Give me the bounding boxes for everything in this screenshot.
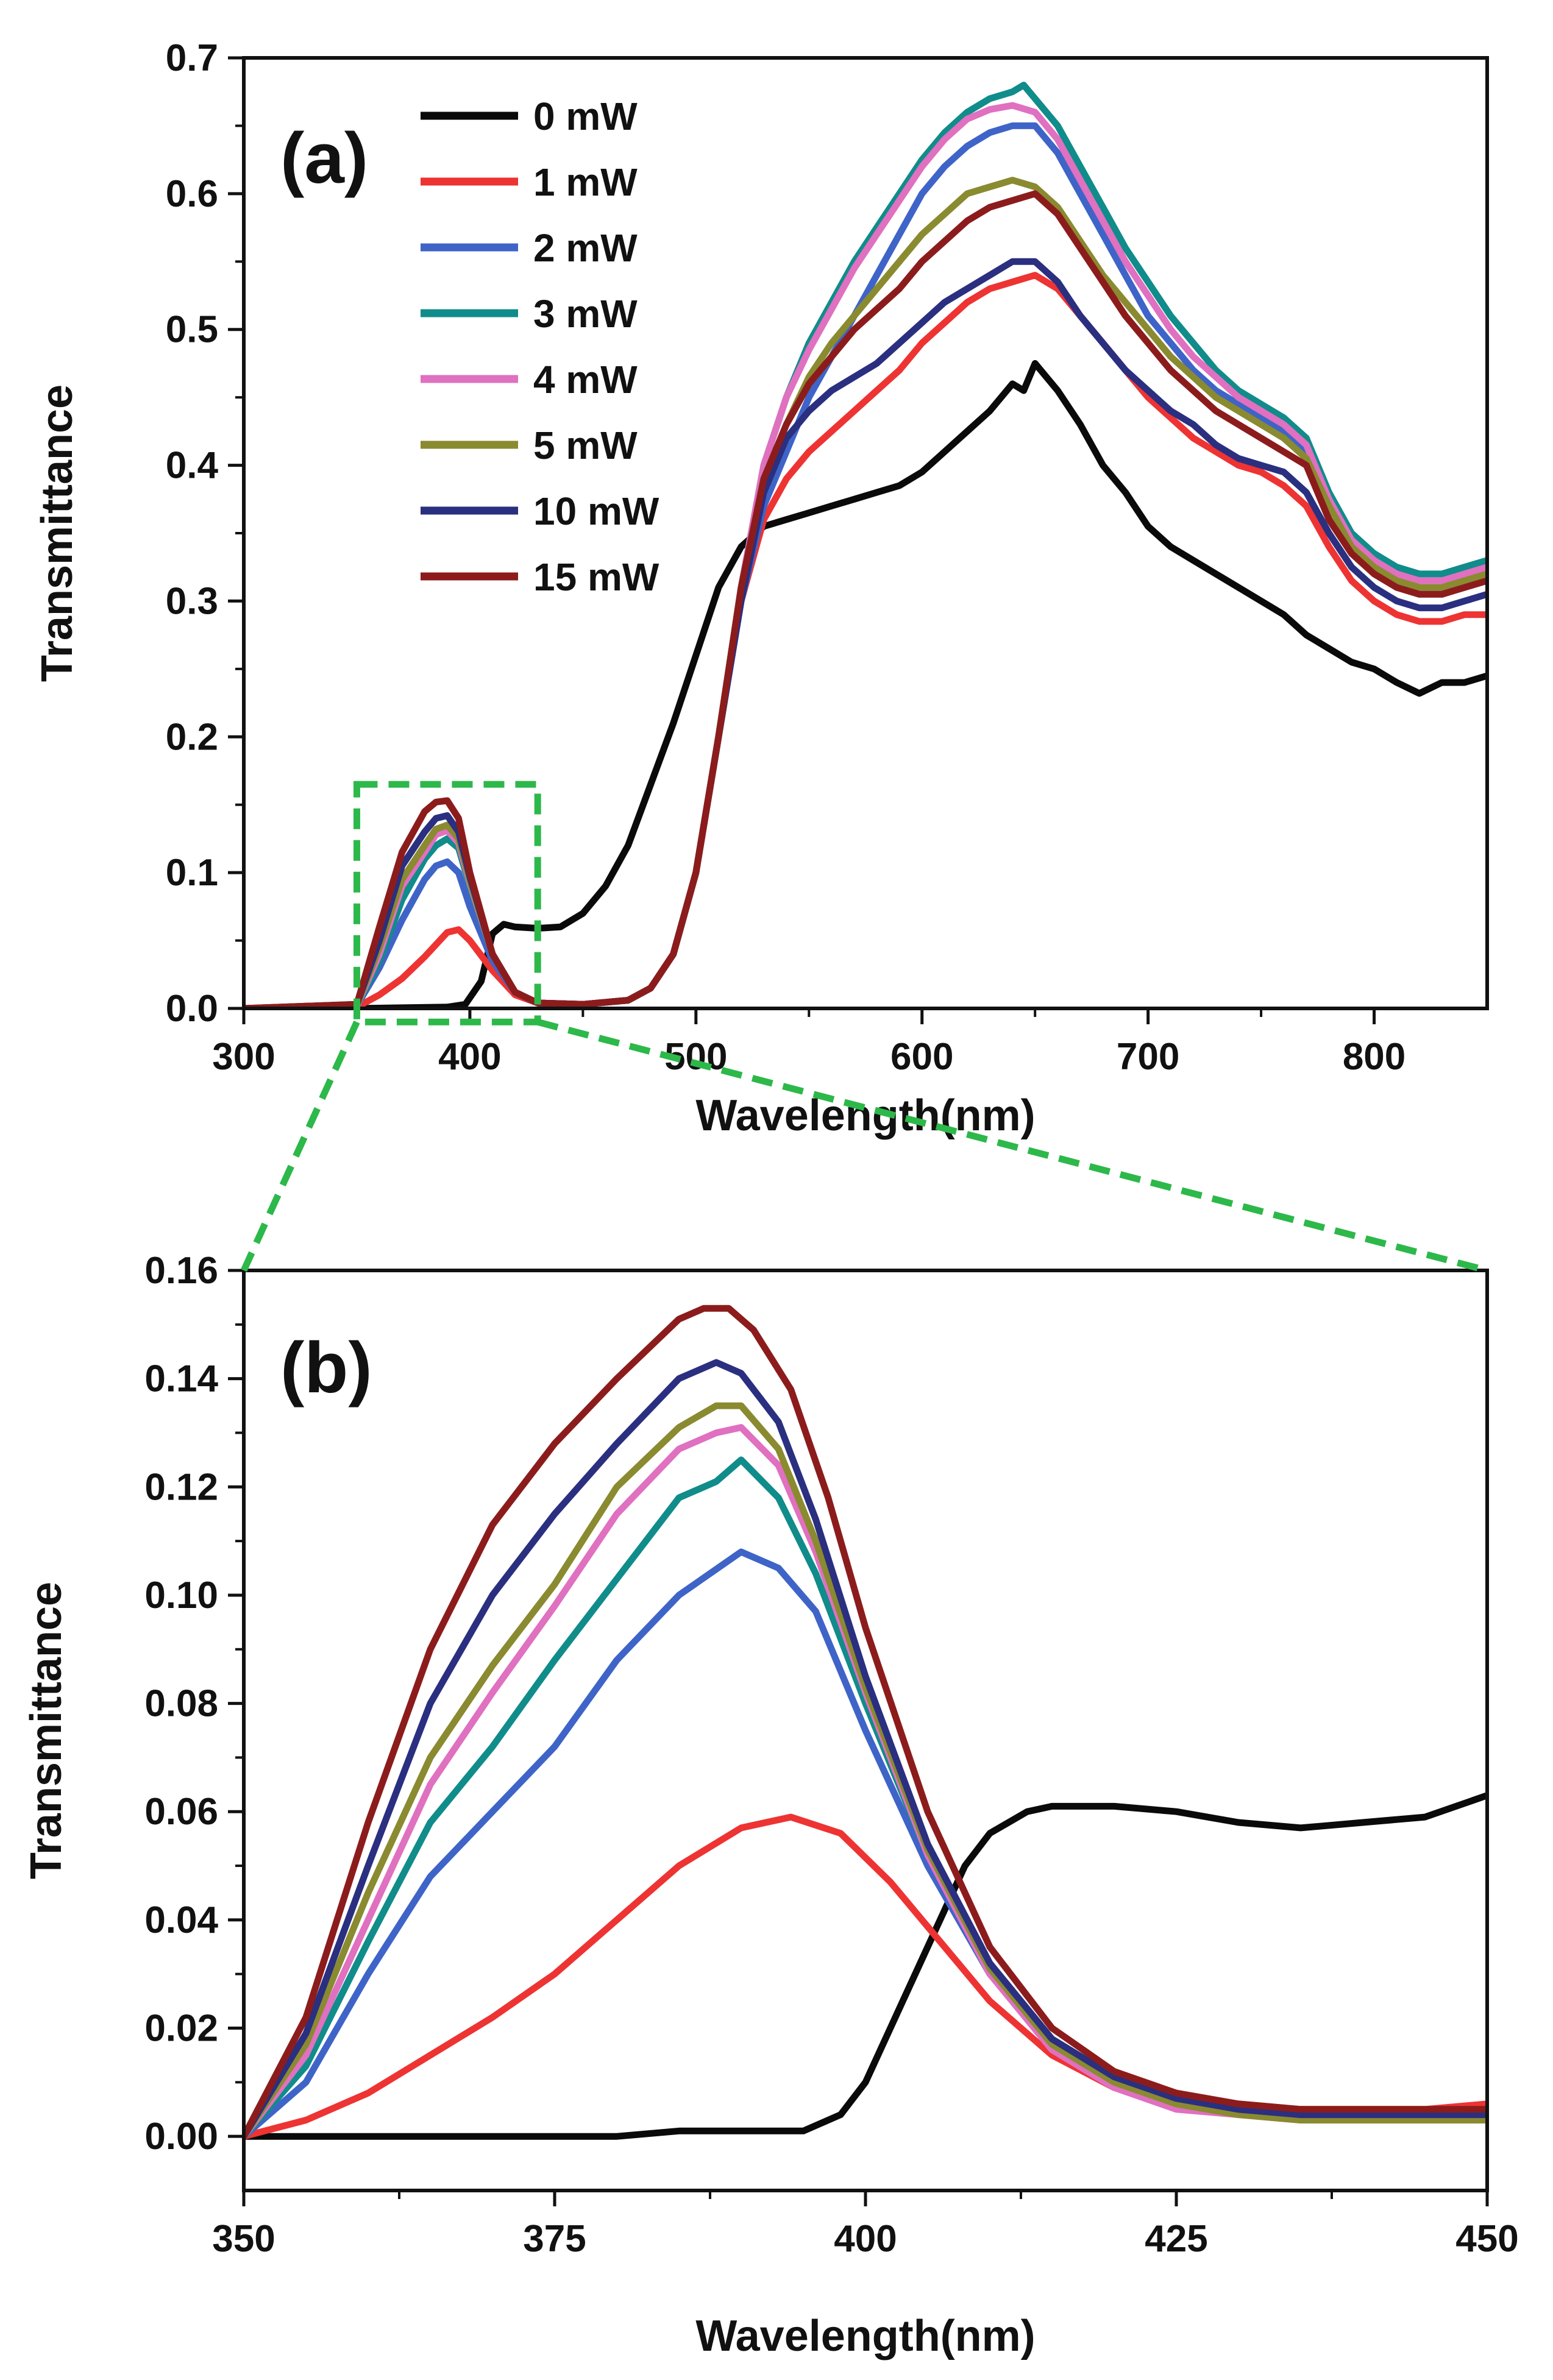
panel-a-x-tick-label: 800 [1343,1036,1406,1078]
panel-b-x-tick-label: 425 [1145,2218,1207,2260]
panel-a-series-group [244,82,1487,1008]
panel-a-y-tick-label: 0.7 [166,37,218,79]
panel-a-y-tick-label: 0.2 [166,716,218,758]
panel-b-series-15-mw [244,1305,1487,2140]
panel-b-y-tick-label: 0.06 [144,1791,218,1833]
zoom-connector-left [240,1021,360,1272]
panel-a-y-tick-label: 0.0 [166,988,218,1030]
panel-a-chart: 300 400 500 600 700 8000.00.10.20.30.40.50.60… [33,37,1489,1140]
panel-b-series-group [244,1305,1487,2140]
legend-label: 5 mW [533,423,638,467]
panel-b-series-4-mw [244,1424,1487,2140]
panel-b-x-tick-label: 350 [212,2218,275,2260]
panel-a-x-tick-label: 400 [438,1036,501,1078]
panel-b-series-3-mw [244,1456,1487,2140]
panel-b-y-tick-label: 0.00 [144,2116,218,2158]
panel-b-y-tick-label: 0.02 [144,2008,218,2050]
panel-a-y-tick-label: 0.3 [166,580,218,622]
panel-a-x-tick-label: 700 [1117,1036,1179,1078]
panel-b-y-tick-label: 0.12 [144,1466,218,1508]
panel-b-y-tick-label: 0.10 [144,1574,218,1617]
panel-a-series-1-mw [244,272,1487,1008]
panel-b-series-5-mw [244,1402,1487,2140]
panel-b-y-axis-title: Transmittance [22,1582,71,1879]
panel-b-x-tick-label: 450 [1455,2218,1518,2260]
panel-b-chart: 350 375 400 425 450 0.00 0.02 0.04 0.06 0.08 0.10 0… [22,1250,1519,2361]
panel-a-series-2-mw [244,122,1487,1008]
legend-label: 2 mW [533,226,638,270]
zoom-box [353,781,541,1025]
panel-b-series-2-mw [244,1548,1487,2140]
legend: 0 mW 1 mW 2 mW 3 mW 4 mW 5 mW 10 mW 15 mW [421,94,659,599]
panel-b-y-tick-label: 0.04 [144,1899,218,1941]
zoom-connector-right [536,1018,1488,1274]
panel-b-y-tick-label: 0.14 [144,1358,218,1400]
legend-label: 1 mW [533,160,638,204]
panel-a-series-15-mw [244,190,1487,1008]
panel-a-y-tick-label: 0.5 [166,309,218,351]
legend-label: 15 mW [533,555,659,599]
panel-a-series-5-mw [244,177,1487,1008]
panel-a-y-tick-label: 0.4 [166,445,219,487]
panel-a-y-tick-label: 0.1 [166,852,218,894]
legend-label: 4 mW [533,358,638,402]
zoom-overlay [240,781,1488,1274]
panel-a-series-10-mw [244,258,1487,1008]
panel-a-y-axis-title: Transmittance [33,384,82,682]
panel-b-series-10-mw [244,1359,1487,2140]
panel-a-x-tick-label: 600 [890,1036,953,1078]
panel-a-plot-frame [242,56,1489,1010]
panel-a-x-axis-title: Wavelength(nm) [695,1091,1035,1140]
panel-b-panel-label: (b) [280,1328,372,1408]
panel-b-x-tick-label: 400 [834,2218,897,2260]
panel-a-y-tick-label: 0.6 [166,173,218,215]
panel-a-panel-label: (a) [280,118,368,199]
panel-b-x-tick-label: 375 [523,2218,586,2260]
panel-a-series-0-mw [244,359,1487,1008]
legend-label: 3 mW [533,292,638,336]
panel-b-series-1-mw [244,1813,1487,2140]
panel-b-y-tick-label: 0.16 [144,1250,218,1292]
legend-label: 0 mW [533,94,638,138]
legend-label: 10 mW [533,489,659,533]
panel-a-x-tick-label: 300 [212,1036,275,1078]
panel-b-y-tick-label: 0.08 [144,1683,218,1725]
panel-b-x-axis-title: Wavelength(nm) [695,2312,1035,2361]
panel-b-series-0-mw [244,1792,1487,2140]
